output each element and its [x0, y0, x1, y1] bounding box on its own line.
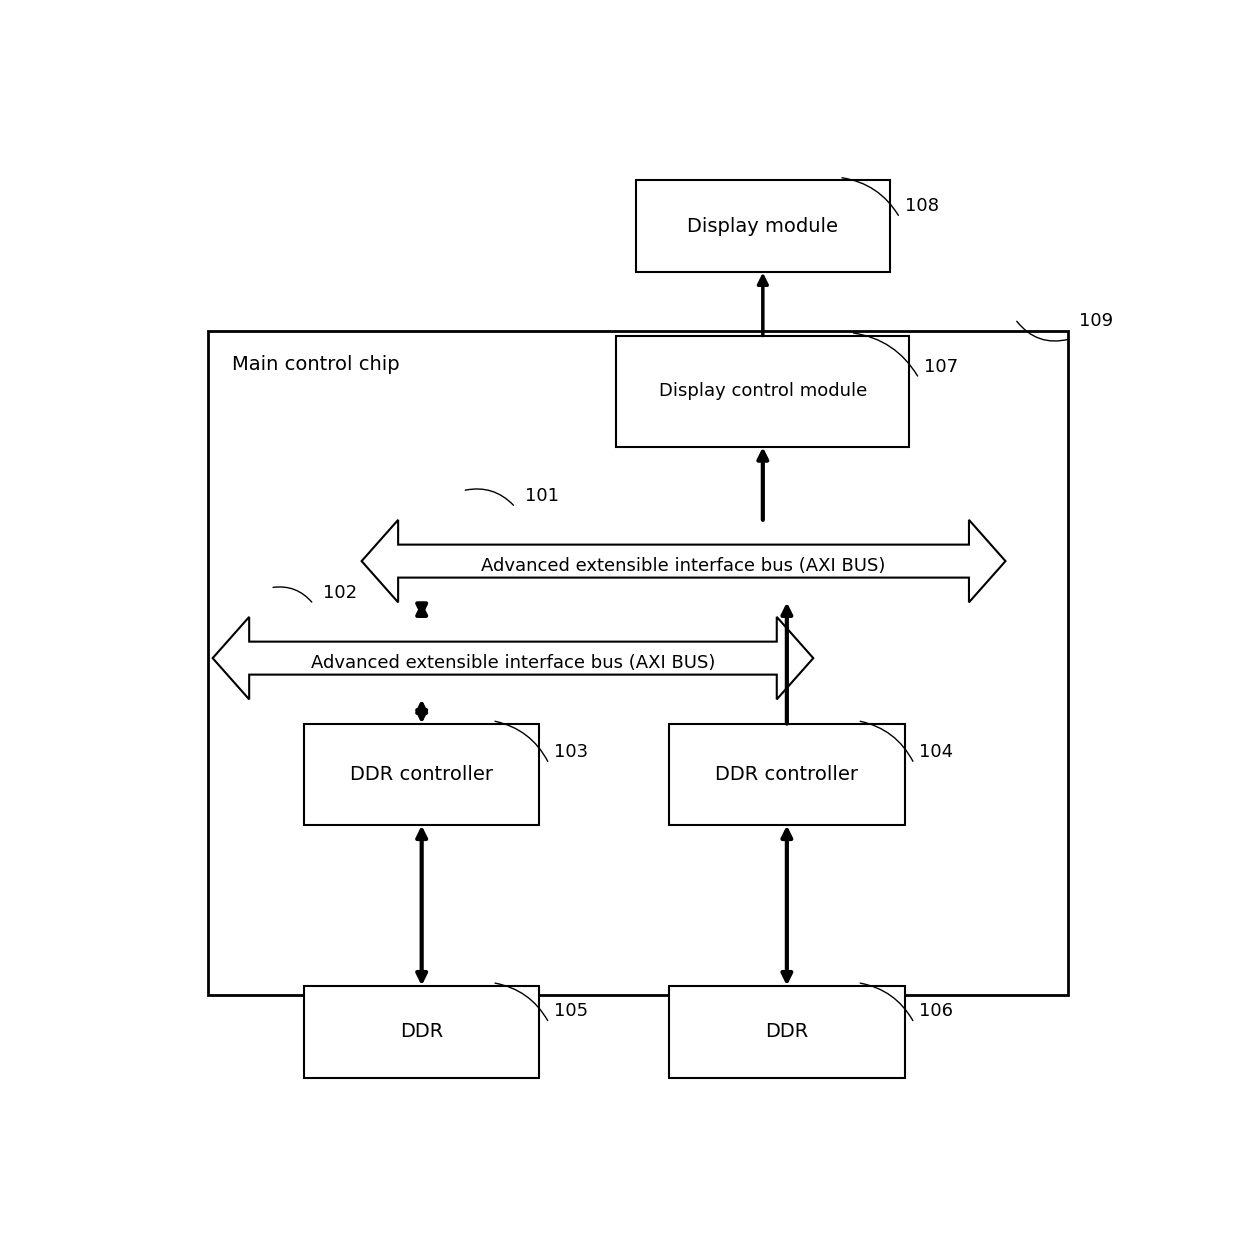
- Text: DDR: DDR: [401, 1022, 444, 1041]
- Text: 102: 102: [324, 583, 357, 601]
- Bar: [616, 335, 909, 447]
- Text: Advanced extensible interface bus (AXI BUS): Advanced extensible interface bus (AXI B…: [481, 557, 885, 575]
- Text: DDR controller: DDR controller: [715, 765, 858, 784]
- Text: Display module: Display module: [687, 217, 838, 236]
- Text: 108: 108: [905, 197, 939, 215]
- Bar: [208, 330, 1068, 995]
- Polygon shape: [213, 617, 813, 699]
- Bar: [670, 985, 904, 1077]
- Text: Advanced extensible interface bus (AXI BUS): Advanced extensible interface bus (AXI B…: [311, 654, 715, 672]
- Bar: [304, 985, 539, 1077]
- Text: 101: 101: [525, 486, 559, 504]
- Text: 107: 107: [924, 358, 959, 375]
- Text: DDR: DDR: [765, 1022, 808, 1041]
- Text: Main control chip: Main control chip: [232, 355, 399, 374]
- Text: Display control module: Display control module: [658, 382, 867, 401]
- Text: 105: 105: [554, 1003, 588, 1021]
- Bar: [304, 723, 539, 825]
- Text: 104: 104: [919, 743, 954, 761]
- Text: 103: 103: [554, 743, 588, 761]
- Bar: [635, 180, 890, 272]
- Text: 106: 106: [919, 1003, 954, 1021]
- Polygon shape: [362, 520, 1006, 602]
- Bar: [670, 723, 904, 825]
- Text: DDR controller: DDR controller: [350, 765, 494, 784]
- Text: 109: 109: [1080, 312, 1114, 330]
